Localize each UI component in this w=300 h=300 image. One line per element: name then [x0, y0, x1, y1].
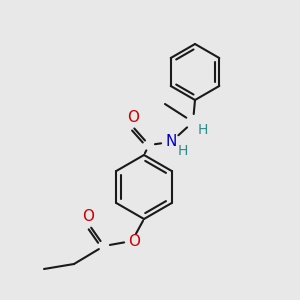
Text: O: O — [128, 233, 140, 248]
Text: H: H — [198, 123, 208, 137]
Text: O: O — [82, 209, 94, 224]
Text: O: O — [127, 110, 139, 125]
Text: H: H — [178, 144, 188, 158]
Text: N: N — [165, 134, 177, 149]
